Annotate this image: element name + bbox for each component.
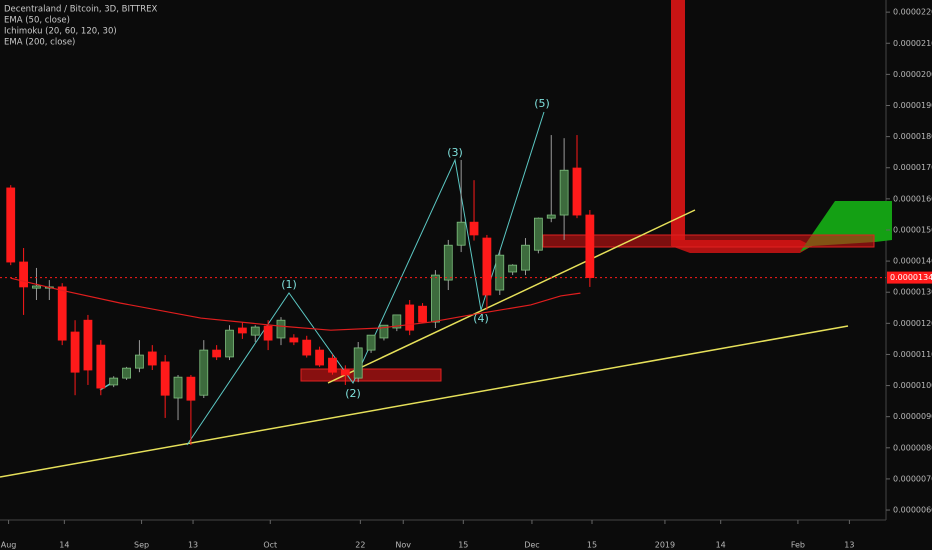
- candle-body: [495, 254, 505, 291]
- x-tick-label: Sep: [134, 541, 149, 550]
- last-price-tag: [887, 271, 932, 284]
- x-tick-label: Feb: [791, 541, 805, 550]
- chart-title: Decentraland / Bitcoin, 3D, BITTREX: [4, 5, 157, 15]
- candle-body: [469, 221, 479, 236]
- candle-body: [250, 326, 260, 336]
- candle-body: [456, 221, 466, 246]
- candle-body: [533, 217, 543, 251]
- zone-box: [542, 234, 875, 248]
- wave-label: (1): [281, 278, 297, 291]
- candle-body: [147, 351, 157, 366]
- y-tick-label: 0.00001100: [893, 350, 932, 359]
- candle-body: [160, 361, 170, 396]
- candle-body: [482, 237, 492, 296]
- trend-line: [0, 325, 849, 478]
- y-tick-label: 0.00000700: [893, 474, 932, 483]
- candle-body: [32, 285, 41, 289]
- y-tick-label: 0.00001200: [893, 319, 932, 328]
- y-tick-label: 0.00001000: [893, 381, 932, 390]
- x-tick-label: 14: [59, 541, 69, 550]
- candle-body: [237, 327, 247, 334]
- candle-body: [546, 214, 556, 219]
- candle-body: [521, 244, 530, 271]
- x-tick-label: 15: [458, 541, 468, 550]
- candle-body: [122, 367, 131, 379]
- legend: Decentraland / Bitcoin, 3D, BITTREX EMA …: [4, 5, 157, 48]
- candle-body: [70, 331, 80, 373]
- candle-body: [6, 187, 16, 263]
- candle-body: [135, 354, 144, 369]
- trend-line: [327, 209, 696, 384]
- candle-body: [199, 349, 209, 396]
- y-tick-label: 0.00001500: [893, 225, 932, 234]
- candle-body: [559, 169, 569, 216]
- zone-box: [300, 368, 442, 382]
- indicator-label: EMA (50, close): [4, 16, 70, 26]
- x-tick-label: Aug: [1, 541, 17, 550]
- candle-body: [212, 349, 222, 358]
- plot: [6, 135, 595, 446]
- candle-body: [96, 344, 106, 389]
- candle-body: [328, 357, 337, 373]
- y-tick-label: 0.00002000: [893, 70, 932, 79]
- y-tick-label: 0.00001300: [893, 288, 932, 297]
- candle-body: [443, 244, 453, 281]
- candle-body: [392, 314, 402, 329]
- cloud-red: [671, 0, 685, 246]
- wave-line: [186, 111, 545, 446]
- candle-body: [315, 349, 324, 366]
- y-tick-label: 0.00000800: [893, 443, 932, 452]
- x-tick-label: Dec: [524, 541, 539, 550]
- ema-line: [10, 277, 581, 331]
- indicator-label: EMA (200, close): [4, 38, 75, 48]
- candle-body: [431, 274, 440, 323]
- candle-body: [289, 337, 299, 343]
- y-tick-label: 0.00001600: [893, 194, 932, 203]
- candle-body: [276, 319, 286, 339]
- x-tick-label: 13: [844, 541, 854, 550]
- candle-body: [572, 167, 582, 216]
- x-tick-label: 14: [716, 541, 726, 550]
- y-tick-label: 0.00001800: [893, 132, 932, 141]
- last-price-label: 0.00001347: [890, 273, 932, 282]
- candle-body: [340, 369, 350, 376]
- y-tick-label: 0.00000600: [893, 506, 932, 515]
- candle-body: [19, 261, 28, 288]
- x-tick-label: Oct: [263, 541, 277, 550]
- y-tick-label: 0.00001900: [893, 101, 932, 110]
- x-tick-label: 22: [355, 541, 365, 550]
- candle-body: [418, 305, 427, 323]
- x-tick-label: 15: [587, 541, 597, 550]
- indicator-label: Ichimoku (20, 60, 120, 30): [4, 27, 117, 37]
- x-tick-label: Nov: [395, 541, 411, 550]
- candle-body: [83, 319, 93, 371]
- candle-body: [508, 264, 518, 273]
- candle-body: [263, 325, 273, 341]
- candle-body: [366, 334, 376, 351]
- candle-body: [57, 286, 67, 341]
- x-tick-label: 13: [188, 541, 198, 550]
- y-tick-label: 0.00002100: [893, 39, 932, 48]
- candle-body: [585, 214, 595, 278]
- candle-body: [379, 324, 389, 339]
- wave-label: (2): [345, 387, 361, 400]
- candle-body: [405, 304, 415, 331]
- wave-label: (5): [534, 97, 550, 110]
- wave-label: (4): [473, 312, 489, 325]
- y-tick-label: 0.00001700: [893, 163, 932, 172]
- candle-body: [353, 347, 363, 379]
- wave-label: (3): [447, 146, 463, 159]
- y-tick-label: 0.00000900: [893, 412, 932, 421]
- candle-body: [173, 376, 183, 399]
- y-tick-label: 0.00001400: [893, 257, 932, 266]
- candle-body: [186, 376, 196, 401]
- candle-body: [302, 339, 312, 356]
- candle-body: [225, 329, 234, 358]
- y-tick-label: 0.00002200: [893, 8, 932, 17]
- candle-body: [109, 377, 119, 386]
- x-tick-label: 2019: [655, 541, 675, 550]
